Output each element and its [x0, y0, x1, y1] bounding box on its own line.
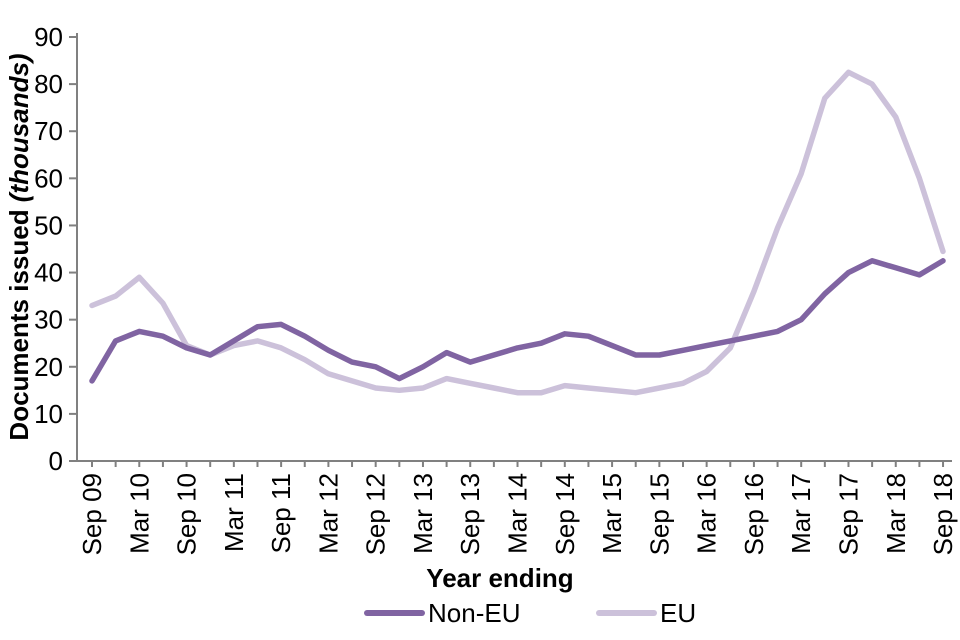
legend: Non-EU EU: [364, 598, 696, 628]
x-tick-label: Mar 16: [692, 473, 722, 554]
legend-item-eu: EU: [596, 598, 696, 628]
x-tick-label: Sep 15: [644, 473, 674, 555]
non-eu-line: [89, 258, 946, 384]
y-tick-label: 60: [34, 163, 63, 193]
legend-label: Non-EU: [428, 598, 520, 628]
x-tick-label: Sep 13: [455, 473, 485, 555]
x-tick-label: Mar 12: [313, 473, 343, 554]
x-tick-label: Mar 10: [124, 473, 154, 554]
x-tick-label: Sep 14: [550, 473, 580, 555]
y-tick-label: 40: [34, 258, 63, 288]
y-tick-label: 20: [34, 352, 63, 382]
y-tick-label: 70: [34, 116, 63, 146]
x-tick-label: Mar 13: [408, 473, 438, 554]
x-tick-label: Sep 11: [266, 473, 296, 553]
x-tick-label: Mar 17: [786, 473, 816, 554]
y-tick-label: 50: [34, 210, 63, 240]
legend-label: EU: [660, 598, 696, 628]
eu-line: [89, 69, 946, 396]
y-tick-label: 90: [34, 22, 63, 52]
x-tick-label: Mar 14: [503, 473, 533, 554]
x-tick-label: Sep 10: [172, 473, 202, 555]
x-tick-label: Mar 18: [881, 473, 911, 554]
y-axis-title: Documents issued (thousands): [4, 53, 34, 440]
x-tick-label: Sep 09: [77, 473, 107, 555]
x-tick-label: Sep 12: [361, 473, 391, 555]
y-tick-label: 80: [34, 69, 63, 99]
y-tick-label: 0: [49, 446, 63, 476]
x-axis-title: Year ending: [426, 563, 573, 593]
x-tick-label: Sep 18: [928, 473, 958, 555]
legend-item-non-eu: Non-EU: [364, 598, 520, 628]
y-tick-label: 10: [34, 399, 63, 429]
x-tick-label: Sep 17: [833, 473, 863, 555]
x-tick-label: Mar 11: [219, 473, 249, 552]
y-tick-label: 30: [34, 305, 63, 335]
x-tick-label: Mar 15: [597, 473, 627, 554]
x-tick-label: Sep 16: [739, 473, 769, 555]
